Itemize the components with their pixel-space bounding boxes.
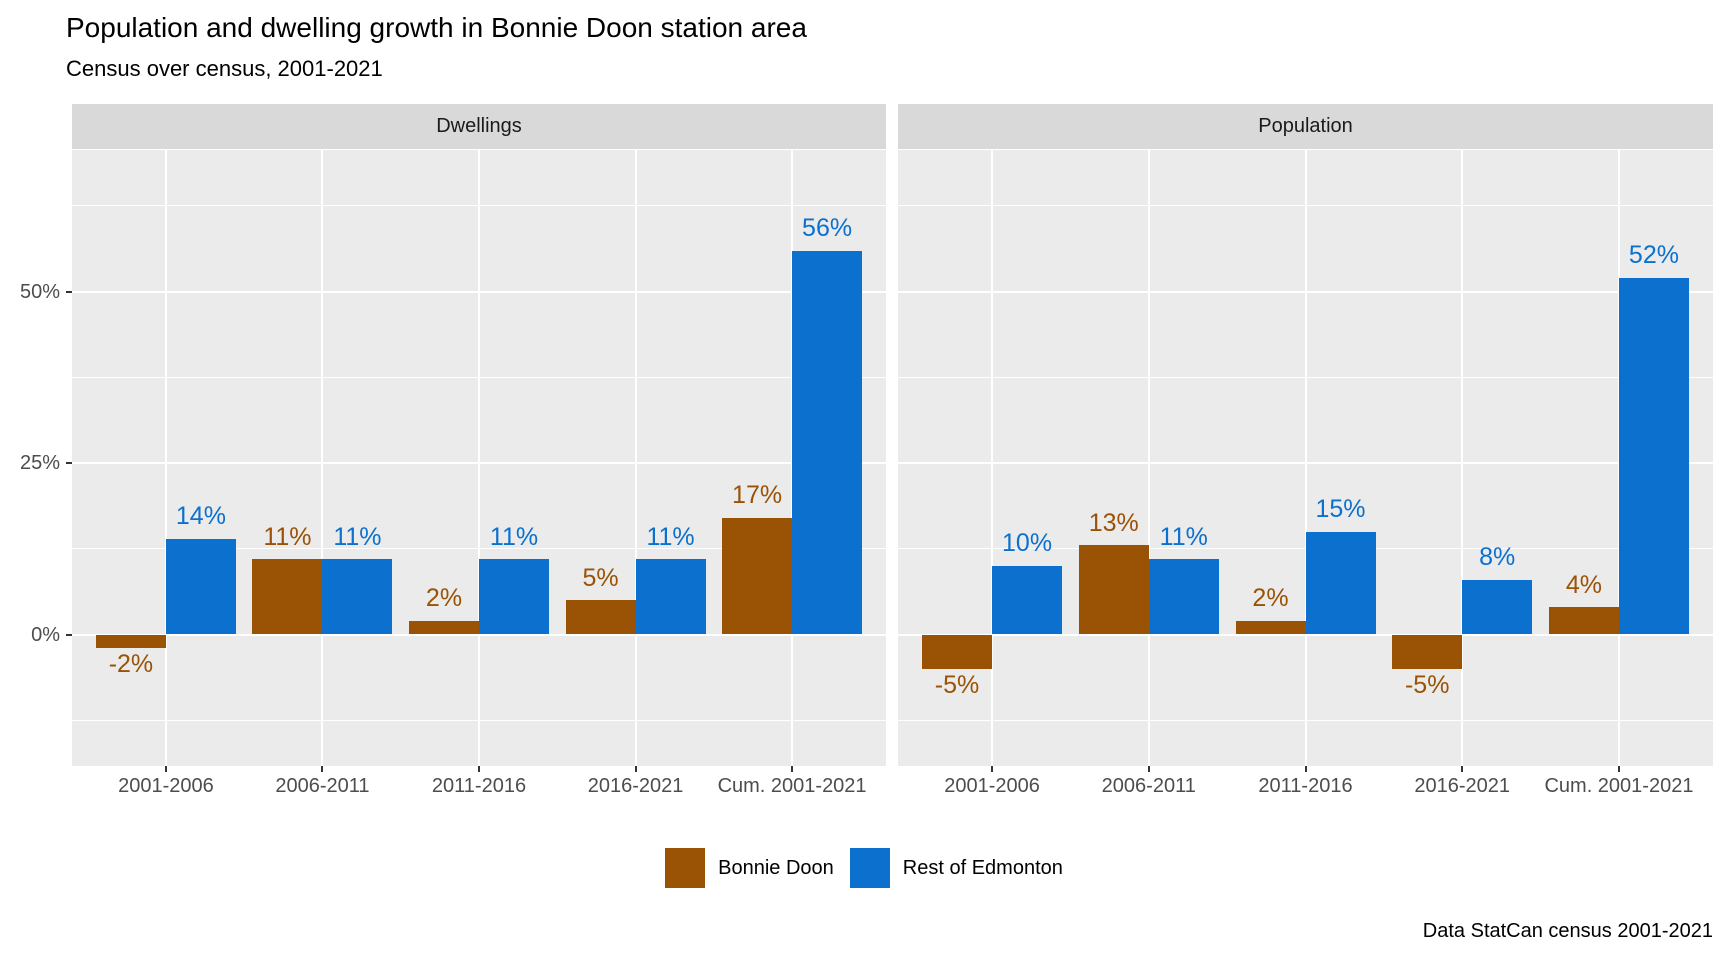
- value-label: 11%: [646, 522, 695, 551]
- value-label: 15%: [1315, 495, 1366, 524]
- x-axis-tick-label: 2016-2021: [587, 775, 684, 797]
- legend-item-rest-of-edmonton: Rest of Edmonton: [849, 848, 1063, 888]
- x-axis-tick-mark: [991, 766, 994, 772]
- x-axis-tick-mark: [478, 766, 480, 772]
- x-axis-tick-mark: [1617, 766, 1620, 772]
- value-label: -5%: [1404, 670, 1450, 699]
- facet-strip-label: Dwellings: [436, 115, 522, 137]
- bar-rest-of-edmonton: [479, 559, 549, 635]
- value-label: -5%: [934, 670, 980, 699]
- facet-panel: -5% 10% 13% 11% 2% 15% -5% 8% 4% 52%: [898, 150, 1713, 766]
- major-gridline-vertical: [1304, 150, 1307, 766]
- bar-rest-of-edmonton: [792, 250, 863, 635]
- bar-rest-of-edmonton: [1305, 531, 1376, 635]
- y-axis-tick-mark: [66, 462, 72, 465]
- bar-bonnie-doon: [1548, 607, 1619, 635]
- legend-label-bonnie-doon: Bonnie Doon: [718, 856, 834, 879]
- x-axis-tick-label: 2001-2006: [118, 775, 214, 797]
- major-gridline-vertical: [1461, 150, 1464, 766]
- chart-subtitle: Census over census, 2001-2021: [66, 56, 383, 81]
- bar-bonnie-doon: [722, 517, 793, 635]
- bar-bonnie-doon: [565, 600, 636, 635]
- legend: Bonnie Doon Rest of Edmonton: [0, 845, 1728, 891]
- value-label: 11%: [1159, 522, 1208, 551]
- x-axis-tick-mark: [634, 766, 637, 772]
- facet-strip: Population: [898, 104, 1713, 149]
- value-label: 2%: [1252, 584, 1289, 613]
- bar-bonnie-doon: [922, 634, 993, 669]
- bar-bonnie-doon: [95, 634, 166, 649]
- x-axis-tick-label: 2016-2021: [1414, 775, 1511, 797]
- x-axis-tick-mark: [1147, 766, 1150, 772]
- bar-bonnie-doon: [1078, 545, 1149, 635]
- value-label: 17%: [732, 481, 783, 510]
- legend-item-bonnie-doon: Bonnie Doon: [665, 848, 834, 888]
- bar-rest-of-edmonton: [1148, 559, 1219, 635]
- value-label: 11%: [263, 522, 312, 551]
- major-gridline-vertical: [478, 150, 480, 766]
- value-label: 8%: [1479, 543, 1516, 572]
- y-axis-tick-label: 25%: [19, 452, 60, 475]
- x-axis-tick-mark: [1461, 766, 1464, 772]
- value-label: 52%: [1628, 241, 1679, 270]
- facet-strip: Dwellings: [72, 104, 886, 149]
- x-axis-tick-label: 2011-2016: [431, 775, 527, 797]
- facet-panel: -2% 14% 11% 11% 2% 11% 5% 11% 17% 56%: [72, 150, 886, 766]
- value-label: 5%: [582, 563, 619, 592]
- x-axis-tick-mark: [1304, 766, 1307, 772]
- value-label: 11%: [333, 522, 382, 551]
- bar-rest-of-edmonton: [992, 565, 1063, 635]
- legend-label-rest-of-edmonton: Rest of Edmonton: [902, 856, 1063, 879]
- major-gridline-vertical: [164, 150, 167, 766]
- y-axis-tick-mark: [66, 290, 72, 293]
- x-axis-tick-label: 2006-2011: [1101, 775, 1196, 797]
- bar-bonnie-doon: [409, 620, 479, 635]
- value-label: 10%: [1002, 529, 1053, 558]
- bar-rest-of-edmonton: [322, 559, 393, 635]
- major-gridline-vertical: [1147, 150, 1150, 766]
- legend-swatch-rest-of-edmonton: [849, 848, 890, 888]
- bar-rest-of-edmonton: [635, 559, 706, 635]
- value-label: 11%: [489, 522, 539, 551]
- x-axis-tick-mark: [321, 766, 324, 772]
- facet-strip-label: Population: [1258, 115, 1353, 137]
- bar-bonnie-doon: [1235, 620, 1306, 635]
- value-label: -2%: [108, 650, 154, 679]
- x-axis-tick-label: 2011-2016: [1258, 775, 1353, 797]
- value-label: 14%: [175, 502, 226, 531]
- bar-bonnie-doon: [252, 559, 323, 635]
- value-label: 13%: [1088, 508, 1139, 537]
- bar-rest-of-edmonton: [1462, 579, 1533, 635]
- x-axis-tick-label: 2001-2006: [944, 775, 1040, 797]
- x-axis-tick-label: Cum. 2001-2021: [717, 775, 867, 797]
- major-gridline-vertical: [634, 150, 637, 766]
- chart-title: Population and dwelling growth in Bonnie…: [66, 12, 807, 43]
- major-gridline-vertical: [321, 150, 324, 766]
- x-axis-tick-label: 2006-2011: [275, 775, 370, 797]
- y-axis-tick-mark: [66, 633, 72, 636]
- y-axis-tick-label: 0%: [31, 623, 60, 646]
- major-gridline-vertical: [991, 150, 994, 766]
- value-label: 4%: [1565, 570, 1603, 599]
- bar-bonnie-doon: [1392, 634, 1463, 669]
- value-label: 2%: [425, 584, 463, 613]
- chart-caption: Data StatCan census 2001-2021: [1422, 920, 1713, 942]
- bar-rest-of-edmonton: [165, 538, 236, 635]
- x-axis-tick-label: Cum. 2001-2021: [1544, 775, 1694, 797]
- value-label: 56%: [802, 214, 853, 243]
- bar-rest-of-edmonton: [1618, 277, 1689, 635]
- y-axis-tick-label: 50%: [19, 280, 60, 303]
- x-axis-tick-mark: [791, 766, 794, 772]
- legend-swatch-bonnie-doon: [665, 848, 706, 888]
- x-axis-tick-mark: [164, 766, 167, 772]
